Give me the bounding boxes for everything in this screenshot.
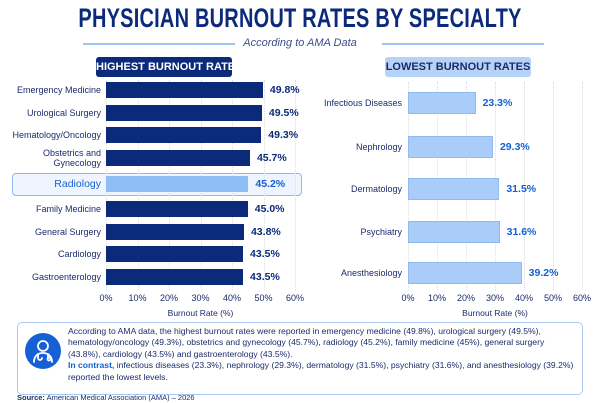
x-tick-label: 20% xyxy=(159,293,179,303)
category-label: Infectious Diseases xyxy=(323,98,402,108)
gridline xyxy=(553,82,554,290)
x-tick-label: 40% xyxy=(514,293,534,303)
bar xyxy=(106,201,248,217)
bar xyxy=(106,246,244,262)
divider xyxy=(83,43,235,45)
category-label: General Surgery xyxy=(34,227,101,237)
category-label: Hematology/Oncology xyxy=(12,130,101,140)
category-label: Nephrology xyxy=(355,142,402,152)
summary-box xyxy=(17,322,583,395)
category-label: Family Medicine xyxy=(35,204,101,214)
summary-contrast: In contrast, xyxy=(68,360,115,371)
doctor-stethoscope-icon xyxy=(25,333,61,369)
x-tick-label: 60% xyxy=(572,293,592,303)
bar xyxy=(106,105,262,121)
gridline xyxy=(263,80,265,290)
category-label: Gastroenterology xyxy=(31,272,101,282)
category-label: Urological Surgery xyxy=(26,108,101,118)
bar xyxy=(408,92,476,114)
page-title: PHYSICIAN BURNOUT RATES BY SPECIALTY xyxy=(78,3,522,33)
bar xyxy=(408,262,522,284)
divider xyxy=(382,43,544,45)
gridline xyxy=(524,82,525,290)
summary-text: According to AMA data, the highest burno… xyxy=(68,326,578,383)
x-tick-label: 20% xyxy=(456,293,476,303)
bar xyxy=(408,221,500,243)
x-tick-label: 10% xyxy=(427,293,447,303)
lowest-header: LOWEST BURNOUT RATES xyxy=(385,57,531,77)
gridline xyxy=(582,82,583,290)
subtitle: According to AMA Data xyxy=(243,37,357,49)
x-tick-label: 40% xyxy=(222,293,242,303)
value-label: 49.8% xyxy=(269,84,300,96)
value-label: 43.5% xyxy=(250,248,280,260)
x-tick-label: 30% xyxy=(485,293,505,303)
source: Source: American Medical Association (AM… xyxy=(17,393,195,402)
bar xyxy=(106,82,263,98)
bar xyxy=(106,176,249,192)
summary-text-1: According to AMA data, the highest burno… xyxy=(68,326,545,359)
category-label: Anesthesiology xyxy=(340,268,402,278)
value-label: 45.2% xyxy=(255,178,286,190)
bar xyxy=(408,178,500,200)
value-label: 31.5% xyxy=(506,183,537,195)
x-tick-label: 50% xyxy=(254,293,273,303)
bar xyxy=(106,127,262,143)
x-axis-label: Burnout Rate (%) xyxy=(167,308,234,318)
value-label: 43.8% xyxy=(250,226,281,238)
x-axis-label: Burnout Rate (%) xyxy=(462,308,528,318)
category-label: Psychiatry xyxy=(360,227,402,237)
x-tick-label: 30% xyxy=(191,293,210,303)
value-label: 49.5% xyxy=(268,107,299,119)
bar xyxy=(408,136,493,158)
x-tick-label: 0% xyxy=(99,293,113,303)
value-label: 45.0% xyxy=(254,203,285,215)
gridline xyxy=(295,80,296,290)
source-label: Source: xyxy=(17,393,45,402)
category-label: Cardiology xyxy=(57,249,101,259)
x-tick-label: 60% xyxy=(285,293,305,303)
source-text: American Medical Association (AMA) – 202… xyxy=(44,393,195,402)
value-label: 31.6% xyxy=(506,226,537,238)
bar xyxy=(106,224,244,240)
category-label: Dermatology xyxy=(350,184,402,194)
value-label: 45.7% xyxy=(256,152,287,164)
value-label: 43.5% xyxy=(250,271,280,283)
category-label: Emergency Medicine xyxy=(16,85,101,95)
x-tick-label: 50% xyxy=(543,293,563,303)
summary-text-2: infectious diseases (23.3%), nephrology … xyxy=(68,360,574,382)
value-label: 49.3% xyxy=(268,129,299,141)
category-label: Radiology xyxy=(54,178,101,190)
value-label: 29.3% xyxy=(499,141,530,153)
value-label: 39.2% xyxy=(528,267,559,279)
bar xyxy=(106,269,244,285)
x-tick-label: 10% xyxy=(128,293,147,303)
x-tick-label: 0% xyxy=(401,293,415,303)
highest-header: HIGHEST BURNOUT RATES xyxy=(96,57,242,77)
value-label: 23.3% xyxy=(482,97,513,109)
bar xyxy=(106,150,250,166)
category-label: Obstetrics and Gynecology xyxy=(42,148,101,168)
